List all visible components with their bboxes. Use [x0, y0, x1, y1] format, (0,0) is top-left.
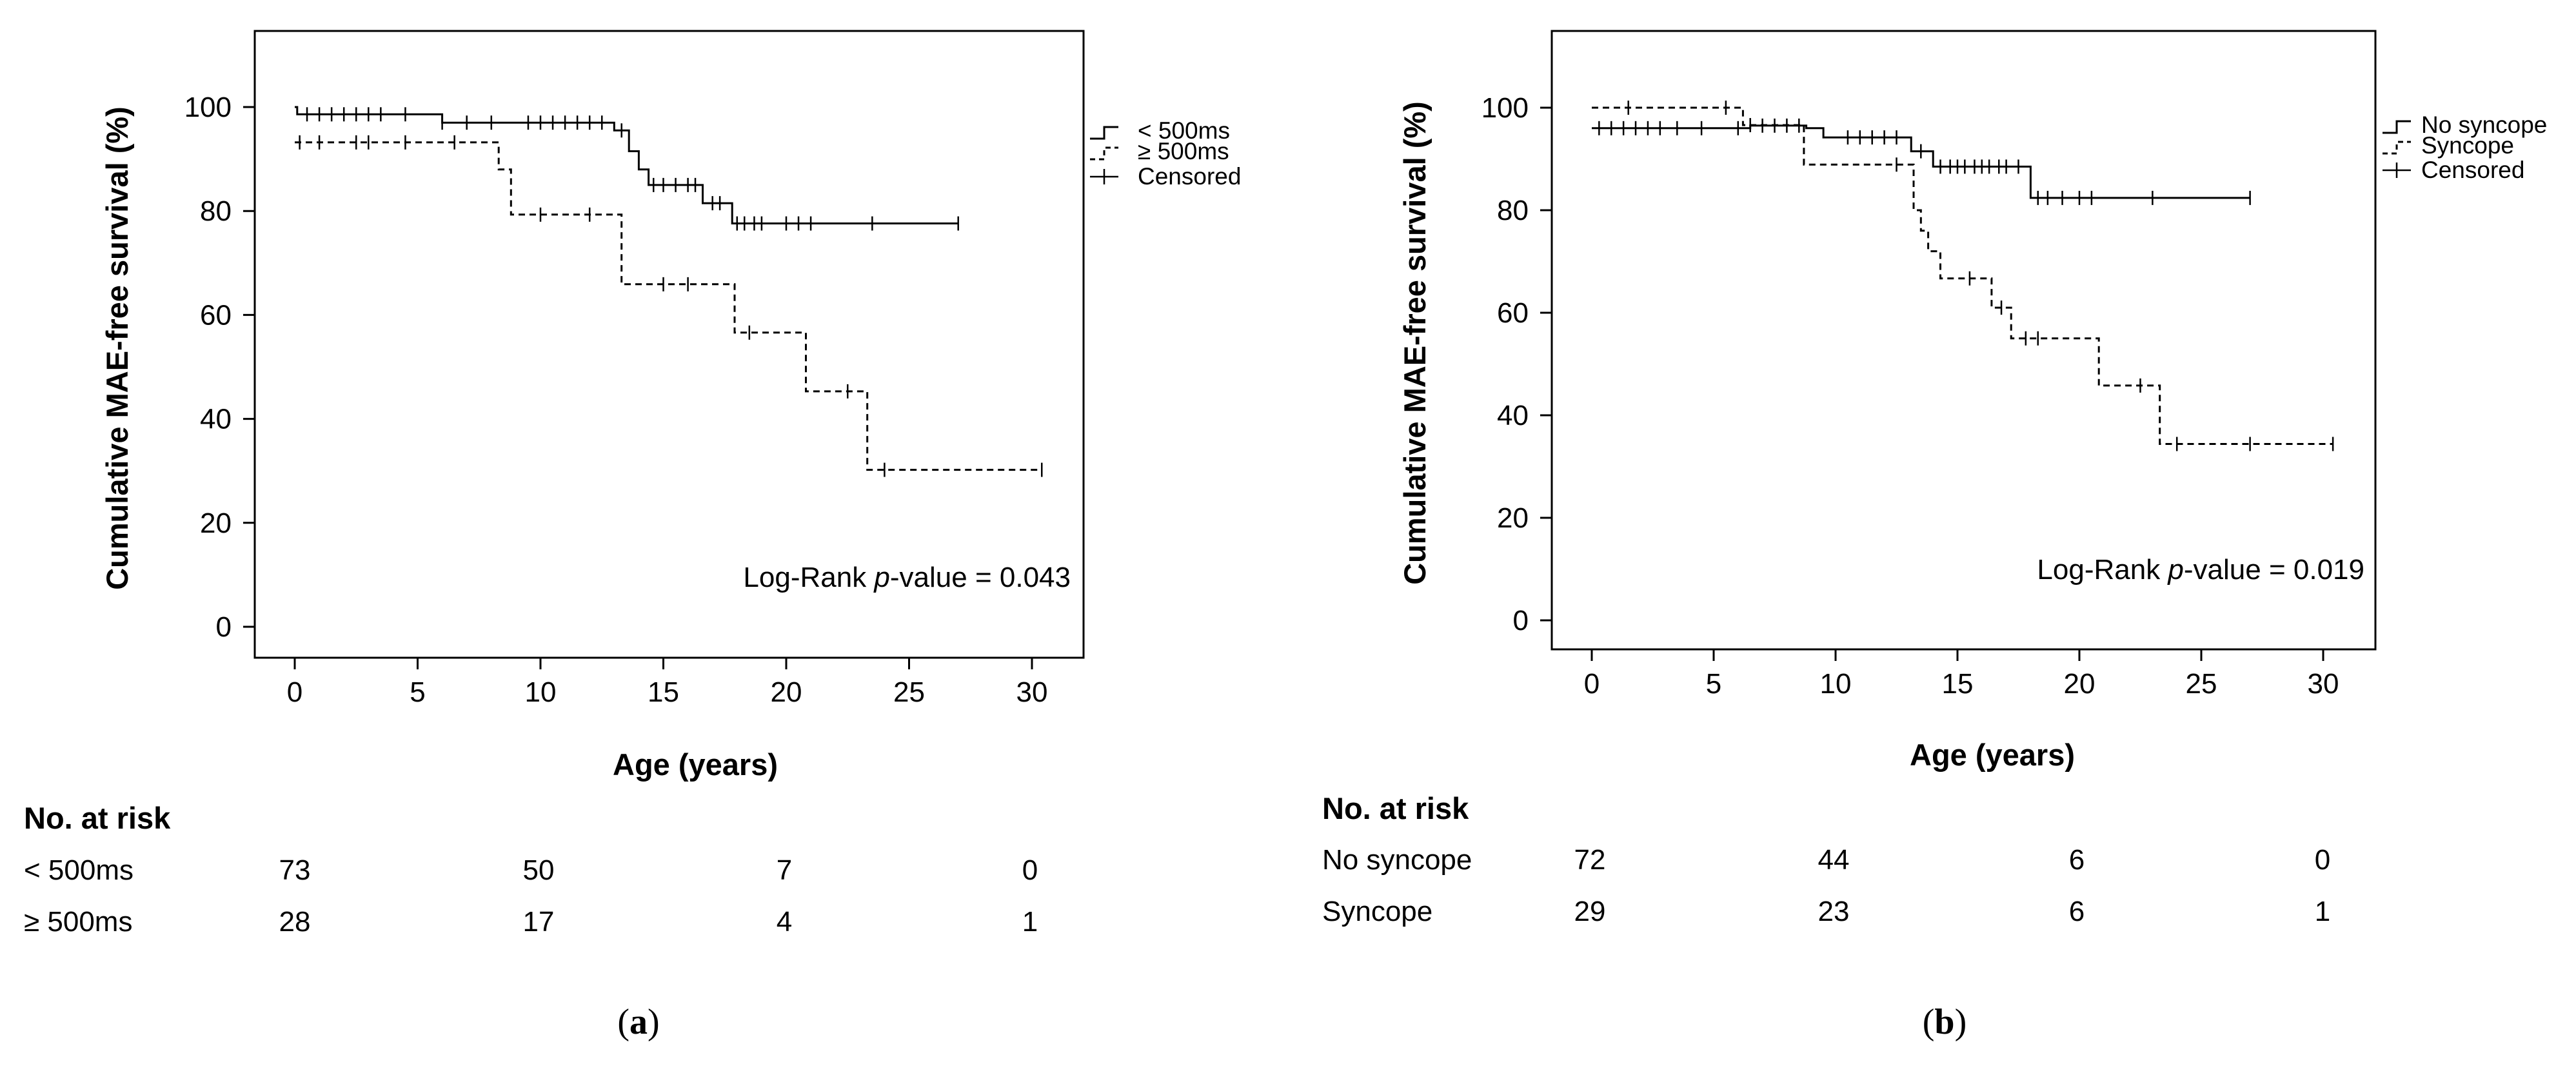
panel-a-risk-r1-t10: 50	[523, 854, 555, 886]
panel-b-plot-area: 0 5 10 15 20 25 30 0 20 40 60 80 100	[1481, 30, 2377, 700]
panel-b-risk-r1-t0: 72	[1574, 844, 1606, 876]
panel-b-logrank-suffix: -value = 0.019	[2184, 554, 2364, 586]
panel-b-xlabel: Age (years)	[1910, 738, 2075, 772]
panel-a-logrank-suffix: -value = 0.043	[890, 562, 1071, 593]
panel-b-risk-r1-t30: 0	[2315, 844, 2330, 876]
panel-b-logrank-p: p	[2166, 554, 2183, 586]
panel-b: Cumulative MAE-free survival (%) 0 5 10 15 2…	[1322, 30, 2547, 1042]
panel-a-ytick-label: 80	[200, 195, 232, 227]
panel-a-ytick-label: 20	[200, 507, 232, 539]
panel-b-legend-1: No syncope	[2421, 112, 2547, 138]
panel-b-risk-r1-t20: 6	[2069, 844, 2085, 876]
panel-b-risk-table: No. at risk No syncope Syncope 72 44 6 0…	[1322, 791, 2330, 927]
panel-a-xtick-label: 30	[1016, 676, 1048, 708]
panel-b-risk-r2-t20: 6	[2069, 896, 2085, 927]
panel-b-ytick-label: 80	[1497, 195, 1529, 226]
panel-a-legend-2: ≥ 500ms	[1138, 138, 1229, 164]
panel-a-ytick-label: 40	[200, 404, 232, 435]
panel-b-xtick-label: 0	[1584, 668, 1600, 700]
legend-solid-key	[2383, 120, 2411, 134]
panel-a-risk-row-2-label: ≥ 500ms	[24, 906, 132, 938]
panel-a-plot-area: 0 5 10 15 20 25 30 0 20 40 60 80 100	[184, 30, 1085, 708]
panel-b-risk-header: No. at risk	[1322, 791, 1469, 825]
panel-b-legend: No syncope Syncope Censored	[2383, 112, 2547, 183]
legend-dashed-key	[1090, 146, 1118, 161]
panel-b-legend-2: Syncope	[2421, 132, 2514, 159]
panel-b-xtick-label: 10	[1820, 668, 1852, 700]
panel-b-logrank-prefix: Log-Rank	[2037, 554, 2168, 586]
panel-a-xlabel: Age (years)	[613, 747, 778, 782]
panel-b-ytick-label: 20	[1497, 502, 1529, 534]
panel-a-xtick-label: 15	[648, 676, 679, 708]
panel-b-risk-row-1-label: No syncope	[1322, 844, 1472, 876]
panel-b-series-1-curve	[1592, 124, 2250, 199]
panel-a-label: (a)	[617, 1002, 659, 1042]
panel-b-xtick-label: 30	[2308, 668, 2339, 700]
panel-b-xtick-label: 15	[1942, 668, 1974, 700]
panel-a-ytick-label: 0	[216, 611, 232, 643]
panel-b-xtick-label: 5	[1706, 668, 1721, 700]
panel-a-legend-3: Censored	[1138, 163, 1241, 190]
panel-a-ylabel: Cumulative MAE-free survival (%)	[100, 106, 134, 590]
panel-a-logrank-prefix: Log-Rank	[743, 562, 874, 593]
panel-a-risk-r2-t20: 4	[777, 906, 792, 938]
panel-a-risk-row-1-label: < 500ms	[24, 854, 134, 886]
panel-a-ytick-label: 60	[200, 299, 232, 331]
panel-a-ytick-label: 100	[184, 92, 232, 123]
panel-a-legend: < 500ms ≥ 500ms Censored	[1090, 117, 1241, 190]
panel-a-logrank-p: p	[873, 562, 889, 593]
panel-a-risk-r1-t20: 7	[777, 854, 792, 886]
panel-b-label-letter: b	[1934, 1002, 1954, 1042]
panel-a-series-1-curve	[295, 106, 958, 224]
panel-b-xtick-label: 20	[2064, 668, 2095, 700]
panel-a-series-2-curve	[295, 141, 1042, 471]
panel-a-legend-1: < 500ms	[1138, 117, 1230, 144]
panel-a-plot-frame	[253, 30, 1085, 659]
panel-a-xtick-label: 0	[287, 676, 302, 708]
panel-b-risk-row-2-label: Syncope	[1322, 896, 1432, 927]
panel-a-label-letter: a	[629, 1002, 648, 1042]
panel-a-risk-header: No. at risk	[24, 801, 171, 835]
panel-b-risk-r2-t10: 23	[1818, 896, 1850, 927]
panel-b-xtick-label: 25	[2186, 668, 2217, 700]
panel-b-legend-3: Censored	[2421, 157, 2524, 183]
panel-a-risk-table: No. at risk < 500ms ≥ 500ms 73 50 7 0 28…	[24, 801, 1038, 938]
panel-b-risk-r2-t0: 29	[1574, 896, 1606, 927]
panel-b-label: (b)	[1923, 1002, 1967, 1042]
legend-dashed-key	[2383, 141, 2411, 155]
panel-b-ylabel: Cumulative MAE-free survival (%)	[1398, 101, 1432, 585]
panel-a-xtick-label: 25	[893, 676, 925, 708]
panel-a-logrank-annotation: Log-Rank p-value = 0.043	[743, 562, 1071, 593]
panel-a-risk-r2-t0: 28	[279, 906, 311, 938]
legend-censor-key	[1090, 169, 1118, 184]
panel-b-ytick-label: 100	[1481, 92, 1529, 124]
legend-solid-key	[1090, 126, 1118, 140]
panel-b-risk-r2-t30: 1	[2315, 896, 2330, 927]
panel-a-risk-r1-t0: 73	[279, 854, 311, 886]
panel-a-risk-r2-t10: 17	[523, 906, 555, 938]
panel-a-risk-r2-t30: 1	[1022, 906, 1038, 938]
panel-b-ytick-label: 0	[1513, 605, 1529, 636]
panel-a-xtick-label: 20	[771, 676, 802, 708]
legend-censor-key	[2383, 162, 2411, 178]
panel-b-series-2-curve	[1592, 106, 2333, 445]
panel-b-plot-frame	[1551, 30, 2377, 651]
panel-a: Cumulative MAE-free survival (%) 0 5 10 15 2…	[24, 30, 1241, 1042]
panel-a-xtick-label: 5	[410, 676, 425, 708]
panel-b-ytick-label: 60	[1497, 297, 1529, 329]
panel-b-ytick-label: 40	[1497, 400, 1529, 431]
panel-a-xtick-label: 10	[525, 676, 557, 708]
panel-b-risk-r1-t10: 44	[1818, 844, 1850, 876]
panel-b-logrank-annotation: Log-Rank p-value = 0.019	[2037, 554, 2364, 586]
panel-a-risk-r1-t30: 0	[1022, 854, 1038, 886]
